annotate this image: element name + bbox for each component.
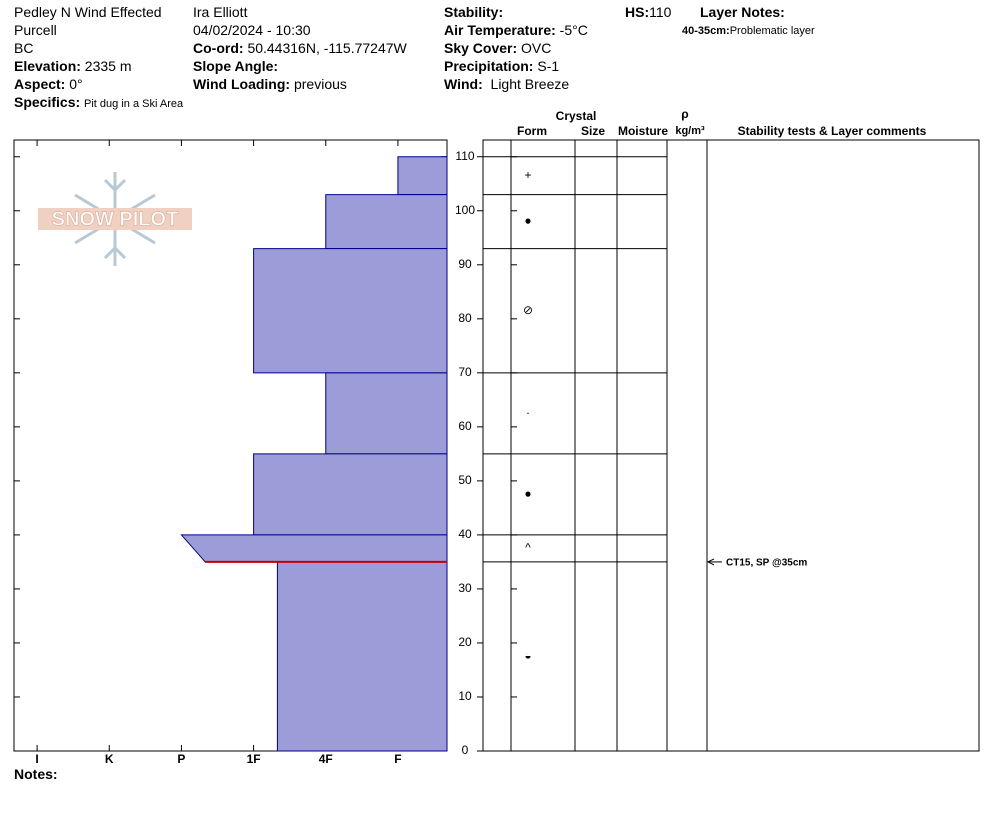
- field: Slope Angle:: [193, 58, 278, 74]
- field: Elevation: 2335 m: [14, 58, 132, 74]
- field: Air Temperature: -5°C: [444, 22, 588, 38]
- datetime: 04/02/2024 - 10:30: [193, 22, 311, 38]
- hardness-layer: [253, 453, 448, 536]
- x-tick-label: P: [177, 752, 185, 766]
- col-header: ρ: [681, 107, 688, 121]
- hardness-layer: [325, 194, 448, 250]
- field-label: Elevation:: [14, 58, 81, 74]
- layer-note-text: Problematic layer: [729, 25, 815, 37]
- x-tick-label: 1F: [247, 752, 261, 766]
- y-tick-label: 10: [458, 689, 472, 703]
- field-label: Slope Angle:: [193, 58, 279, 74]
- field-value: S-1: [537, 58, 560, 74]
- field: Precipitation: S-1: [444, 58, 559, 74]
- notes: Notes:: [14, 766, 58, 782]
- hardness-layer: [276, 561, 448, 752]
- field: Wind: Light Breeze: [444, 76, 569, 92]
- location: BC: [14, 40, 34, 56]
- hardness-layer: [253, 248, 448, 374]
- logo-text: SNOW PILOT: [52, 208, 179, 230]
- field-value: 0°: [69, 76, 83, 92]
- y-tick-label: 0: [462, 743, 469, 757]
- observer: Ira Elliott: [193, 4, 248, 20]
- col-header: Stability tests & Layer comments: [738, 124, 927, 138]
- hardness-layer: [325, 372, 448, 455]
- field: Stability:: [444, 4, 503, 20]
- x-tick-label: K: [105, 752, 114, 766]
- field-value: OVC: [521, 40, 552, 56]
- field-label: Stability:: [444, 4, 504, 20]
- field-label: Sky Cover:: [444, 40, 518, 56]
- grain-form: +: [524, 168, 531, 182]
- field: Specifics: Pit dug in a Ski Area: [14, 94, 183, 112]
- y-tick-label: 80: [458, 311, 472, 325]
- grain-form: ●: [524, 487, 531, 501]
- field: HS:110: [625, 4, 671, 20]
- field-label: Aspect:: [14, 76, 66, 92]
- y-tick-label: 90: [458, 257, 472, 271]
- y-tick-label: 20: [458, 635, 472, 649]
- field-value: Light Breeze: [490, 76, 570, 92]
- field-value: Pit dug in a Ski Area: [84, 98, 184, 110]
- hardness-layer: [397, 156, 448, 196]
- y-tick-label: 60: [458, 419, 472, 433]
- y-tick-label: 40: [458, 527, 472, 541]
- col-header: Moisture: [618, 124, 668, 138]
- location: Purcell: [14, 22, 57, 38]
- field-label: Precipitation:: [444, 58, 534, 74]
- field: Layer Notes:: [700, 4, 785, 20]
- y-tick-label: 70: [458, 365, 472, 379]
- hardness-layer: [180, 534, 448, 563]
- layer-note-range: 40-35cm:: [682, 25, 730, 37]
- field-value: 50.44316N, -115.77247W: [247, 40, 407, 56]
- field-value: -5°C: [559, 22, 588, 38]
- field-label: HS:: [625, 4, 650, 20]
- col-header: Crystal: [556, 109, 597, 123]
- test-label: CT15, SP @35cm: [726, 558, 807, 569]
- test-arrowhead: [706, 558, 715, 566]
- field-value: 2335 m: [84, 58, 132, 74]
- grain-form: ^: [525, 541, 531, 555]
- notes-label: Notes:: [14, 766, 58, 782]
- field: Wind Loading: previous: [193, 76, 347, 92]
- logo-band: [38, 208, 192, 230]
- field-label: Wind Loading:: [193, 76, 291, 92]
- table-frame: [482, 139, 980, 752]
- grain-form: ·: [526, 406, 530, 420]
- col-header: Form: [517, 124, 547, 138]
- col-header: Size: [581, 124, 605, 138]
- field: Sky Cover: OVC: [444, 40, 551, 56]
- layer-note: 40-35cm:Problematic layer: [682, 23, 815, 39]
- grain-form: ⊘: [523, 303, 533, 317]
- y-tick-label: 110: [455, 149, 474, 163]
- grain-form: ◒: [524, 649, 531, 663]
- y-tick-label: 30: [458, 581, 472, 595]
- field-label: Specifics:: [14, 94, 81, 110]
- x-tick-label: I: [35, 752, 38, 766]
- table-columns: [510, 140, 708, 751]
- col-header: kg/m³: [675, 125, 705, 137]
- field: Aspect: 0°: [14, 76, 83, 92]
- x-tick-label: 4F: [319, 752, 333, 766]
- field-label: Air Temperature:: [444, 22, 556, 38]
- field-value: 110: [649, 4, 672, 20]
- field-value: previous: [293, 76, 347, 92]
- grain-form: ●: [524, 214, 531, 228]
- field-label: Layer Notes:: [700, 4, 785, 20]
- field: Co-ord: 50.44316N, -115.77247W: [193, 40, 407, 56]
- location: Pedley N Wind Effected: [14, 4, 162, 20]
- x-tick-label: F: [394, 752, 401, 766]
- field-label: Co-ord:: [193, 40, 244, 56]
- field-label: Wind:: [444, 76, 483, 92]
- y-tick-label: 100: [455, 203, 475, 217]
- y-tick-label: 50: [458, 473, 472, 487]
